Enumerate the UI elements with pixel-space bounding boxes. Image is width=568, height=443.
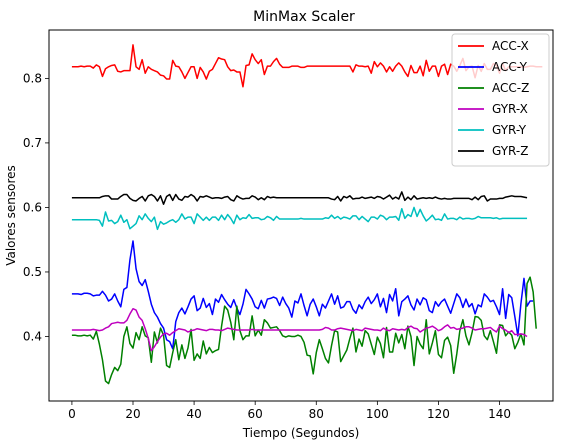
legend: ACC-X ACC-Y ACC-Z GYR-X GYR-Y GYR-Z bbox=[452, 34, 549, 166]
chart-title: MinMax Scaler bbox=[253, 9, 355, 25]
y-tick-label: 0.7 bbox=[23, 136, 42, 150]
legend-label: ACC-X bbox=[492, 39, 529, 53]
legend-label: GYR-Z bbox=[492, 144, 528, 158]
x-tick-label: 140 bbox=[488, 407, 511, 421]
legend-label: ACC-Z bbox=[492, 81, 529, 95]
x-tick-label: 40 bbox=[186, 407, 201, 421]
legend-label: ACC-Y bbox=[492, 60, 528, 74]
x-tick-label: 120 bbox=[427, 407, 450, 421]
y-tick-label: 0.5 bbox=[23, 265, 42, 279]
x-tick-label: 100 bbox=[366, 407, 389, 421]
legend-label: GYR-Y bbox=[492, 123, 527, 137]
y-axis-label: Valores sensores bbox=[4, 165, 18, 266]
y-tick-label: 0.8 bbox=[23, 71, 42, 85]
y-tick-label: 0.4 bbox=[23, 329, 42, 343]
x-axis-label: Tiempo (Segundos) bbox=[242, 426, 360, 440]
y-tick-label: 0.6 bbox=[23, 200, 42, 214]
x-tick-label: 60 bbox=[248, 407, 263, 421]
x-tick-label: 80 bbox=[309, 407, 324, 421]
x-tick-label: 20 bbox=[125, 407, 140, 421]
legend-label: GYR-X bbox=[492, 102, 528, 116]
x-tick-label: 0 bbox=[68, 407, 76, 421]
